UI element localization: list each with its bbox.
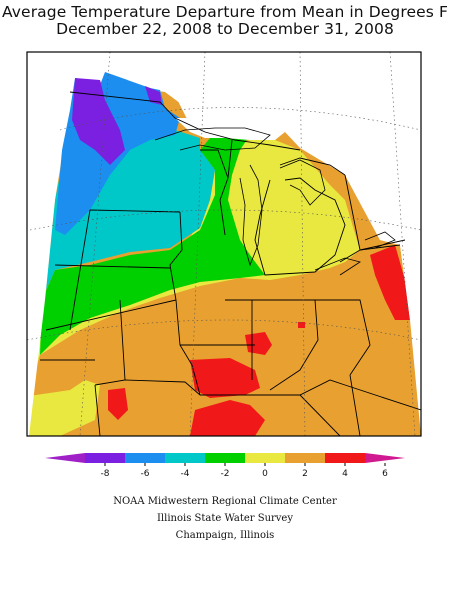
map-frame [26, 51, 422, 437]
region-minus-8-to-minus-6-north [145, 86, 162, 105]
legend-tick-label: -8 [101, 469, 110, 479]
legend-tick-label: -4 [181, 469, 190, 479]
region-0-to-2-southwest [29, 380, 100, 436]
legend-swatch [285, 453, 326, 463]
region-plus-4-to-6-new-york [370, 245, 410, 320]
graticule [27, 52, 421, 436]
legend-tick-label: 0 [262, 469, 268, 479]
great-lakes-outlines [154, 127, 396, 276]
color-legend: -8 -6 -4 -2 0 2 4 6 [45, 453, 405, 479]
no-data-superior-gap [175, 118, 285, 140]
no-data-northwest [27, 52, 421, 436]
legend-swatch [85, 453, 126, 463]
region-plus-4-to-6-southern-ohio-valley [190, 358, 260, 398]
legend-swatch [245, 453, 286, 463]
map-title-line-2: December 22, 2008 to December 31, 2008 [56, 20, 394, 38]
legend-tick-label: 2 [302, 469, 308, 479]
legend-swatch [125, 453, 166, 463]
region-0-to-2 [29, 140, 360, 436]
region-plus-4-to-6-arkansas [108, 388, 128, 420]
legend-swatch [325, 453, 366, 463]
region-minus-8-to-minus-6 [72, 78, 125, 165]
map-contents [27, 52, 421, 436]
credit-line-1: NOAA Midwestern Regional Climate Center [113, 496, 337, 507]
legend-tick-label: -6 [141, 469, 150, 479]
state-boundaries [40, 91, 421, 436]
credit-line-2: Illinois State Water Survey [156, 513, 293, 524]
legend-swatch [165, 453, 206, 463]
legend-swatch-above-max [365, 453, 405, 463]
credit-line-3: Champaign, Illinois [175, 530, 275, 541]
legend-swatch-below-min [45, 453, 85, 463]
region-minus-2-to-0 [40, 135, 265, 355]
legend-tick-label: -2 [221, 469, 230, 479]
legend-swatch [205, 453, 246, 463]
legend-tick-label: 6 [382, 469, 388, 479]
legend-tick-label: 4 [342, 469, 348, 479]
map-title-line-1: Average Temperature Departure from Mean … [1, 3, 448, 21]
no-data-east [345, 160, 421, 340]
region-plus-4-to-6-ohio-dot [298, 322, 305, 328]
region-plus-4-to-6-tennessee [190, 400, 265, 436]
